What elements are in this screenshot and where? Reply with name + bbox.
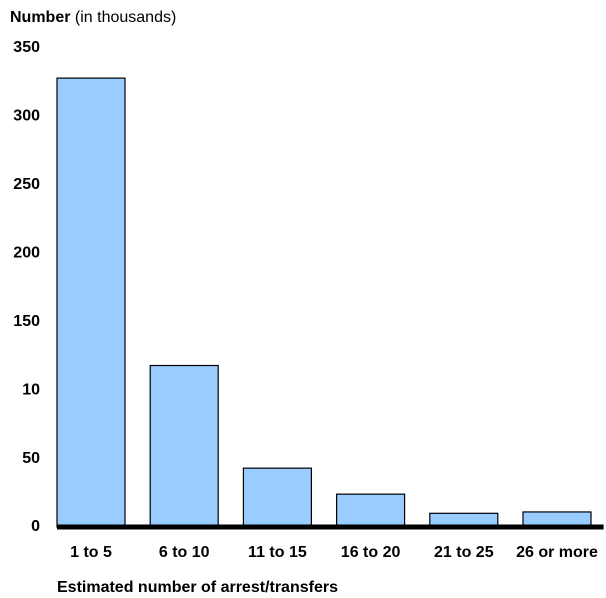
bar [336,493,406,528]
x-axis-title: Estimated number of arrest/transfers [57,579,338,596]
x-tick-label: 26 or more [516,544,598,561]
y-tick-label: 0 [31,518,40,535]
bar [149,364,219,528]
y-tick-label: 250 [13,176,40,193]
y-axis-title: Number (in thousands) [10,9,176,26]
y-axis-title-unit: (in thousands) [75,9,176,26]
x-tick-label: 16 to 20 [341,544,401,561]
y-tick-label: 150 [13,313,40,330]
x-tick-label: 11 to 15 [248,544,307,561]
y-tick-label: 300 [13,108,40,125]
x-tick-label: 6 to 10 [159,544,210,561]
y-tick-label: 200 [13,245,40,262]
x-tick-label: 1 to 5 [70,544,112,561]
x-tick-label: 21 to 25 [434,544,494,561]
y-tick-label: 10 [22,381,40,398]
y-tick-label: 350 [13,39,40,56]
bar [242,467,312,528]
y-tick-label: 50 [22,450,40,467]
bar [56,77,126,528]
y-axis-title-main: Number [10,9,70,26]
